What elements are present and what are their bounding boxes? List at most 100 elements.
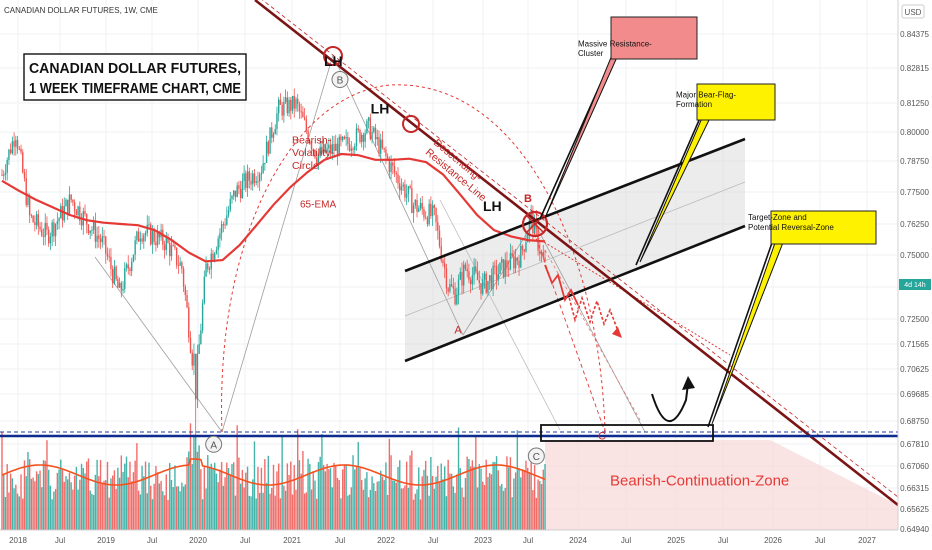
time-tick-label: Jul [335, 536, 345, 545]
volume-bar [459, 468, 461, 530]
volume-bar [134, 460, 136, 530]
volume-bar [58, 469, 60, 530]
volume-bar [442, 479, 444, 530]
volume-bar [239, 483, 242, 530]
candle-body [189, 337, 192, 353]
candle-body [217, 238, 219, 250]
candle-body [6, 159, 8, 173]
candle-body [243, 173, 245, 181]
volume-bar [79, 479, 81, 530]
candle-body [260, 173, 263, 175]
volume-bar [502, 490, 505, 530]
candle-body [96, 235, 98, 242]
candle-body [234, 190, 237, 197]
volume-bar [30, 478, 33, 530]
candle-body [357, 128, 359, 130]
candle-body [447, 288, 449, 292]
annotation-line: Volatility- [292, 147, 335, 159]
candle-body [141, 238, 143, 242]
candle-body [172, 245, 174, 247]
volume-bar [345, 464, 347, 530]
candle-body [499, 262, 501, 274]
candle-body [125, 264, 128, 269]
volume-bar [331, 487, 333, 530]
currency-box[interactable] [901, 4, 925, 19]
volume-bar [54, 489, 57, 530]
candle-body [87, 224, 90, 234]
volume-bar [539, 480, 541, 530]
candle-body [200, 330, 202, 345]
volume-bar [170, 479, 173, 530]
annotation-text: B [524, 193, 532, 205]
candle-body [322, 144, 325, 154]
candle-body [281, 104, 283, 116]
candle-body [184, 286, 187, 296]
candle-body [49, 236, 52, 244]
volume-bar [214, 462, 216, 530]
candle-body [153, 230, 155, 242]
candle-body [132, 254, 135, 262]
candle-body [494, 265, 496, 267]
candle-body [359, 129, 361, 142]
volume-bar [444, 466, 446, 530]
candle-body [226, 215, 228, 225]
volume-bar [463, 497, 465, 530]
current-price-tag [899, 279, 931, 290]
volume-bar [497, 470, 500, 530]
volume-bar [544, 464, 546, 530]
volume-bar [219, 469, 221, 530]
annotation-text: Bearish-Continuation-Zone [610, 472, 789, 489]
volume-bar [122, 471, 124, 530]
volume-bar [483, 485, 486, 530]
currency-label[interactable]: USD [905, 8, 922, 17]
volume-bar [124, 463, 126, 530]
volume-bar [13, 488, 15, 530]
annotation-text: LH [371, 100, 390, 116]
candle-body [220, 224, 223, 234]
volume-bar [341, 469, 344, 530]
volume-bar [504, 487, 506, 530]
volume-bar [487, 476, 489, 530]
wave-label-circle [527, 447, 545, 465]
candle-body [509, 253, 512, 270]
volume-bar [172, 486, 174, 530]
volume-bar [153, 483, 155, 530]
volume-bar [466, 456, 468, 530]
volume-bar [245, 472, 247, 530]
volume-bar [295, 489, 297, 530]
annotation-line: 65-EMA [300, 199, 336, 210]
candle-body [518, 260, 520, 268]
time-axis-ticks: 2018 Jul 2019 Jul 2020 Jul 2021 Jul 2022 Jul 2023 J… [9, 536, 876, 545]
volume-bar [255, 498, 257, 530]
candle-body [227, 210, 230, 216]
candle-body [411, 188, 413, 214]
volume-bar [94, 474, 97, 530]
candle-body [488, 275, 491, 282]
symbol-header: CANADIAN DOLLAR FUTURES, 1W, CME [4, 6, 158, 15]
volume-bar [488, 473, 491, 530]
volume-bar [348, 494, 351, 530]
volume-bar [367, 497, 370, 530]
candle-body [61, 205, 64, 221]
volume-bar [286, 463, 289, 530]
volume-bar [47, 469, 50, 530]
candle-body [208, 268, 211, 270]
volume-bar [380, 470, 382, 530]
candle-body [68, 194, 71, 215]
volume-bar [15, 484, 17, 530]
volume-bar [352, 455, 354, 530]
candle-body [450, 284, 453, 287]
candle-body [188, 307, 190, 338]
annotation-line: Potential Reversal-Zone [748, 223, 834, 232]
volume-bar [471, 460, 474, 530]
candle-body [224, 224, 226, 226]
candle-body [181, 262, 183, 269]
volume-bar [540, 483, 543, 530]
projection-arrow-head [612, 327, 622, 338]
volume-bar [217, 482, 219, 530]
candle-body [305, 119, 308, 131]
candle-body [433, 205, 436, 209]
time-tick-label: Jul [621, 536, 631, 545]
volume-bar [22, 498, 24, 530]
volume-bar [96, 459, 98, 530]
